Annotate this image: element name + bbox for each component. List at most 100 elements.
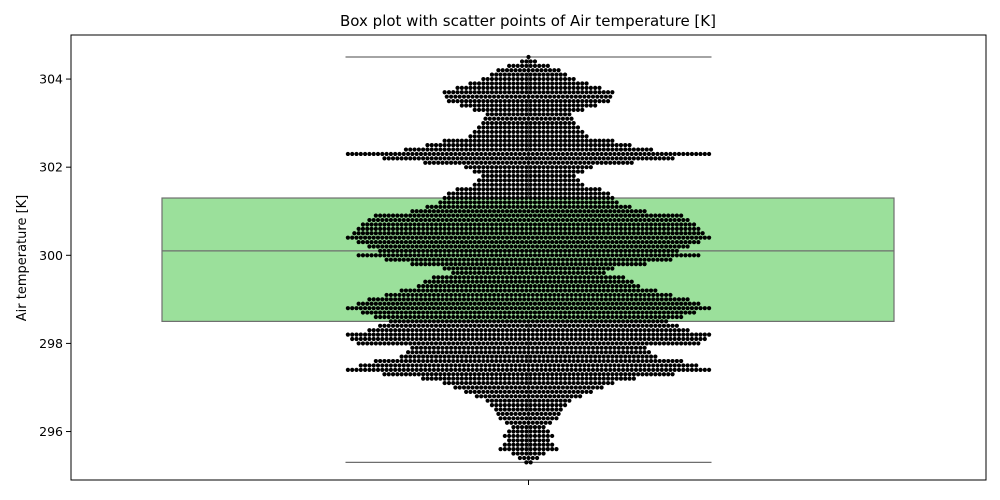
scatter-point [502, 121, 507, 126]
scatter-point [485, 85, 490, 90]
scatter-point [541, 248, 546, 253]
scatter-point [403, 226, 409, 231]
scatter-point [507, 90, 512, 95]
scatter-point [584, 204, 589, 209]
scatter-point [382, 310, 387, 315]
scatter-point [603, 336, 609, 342]
scatter-point [610, 143, 615, 148]
scatter-point [509, 350, 514, 355]
scatter-point [599, 385, 604, 390]
scatter-point [504, 411, 510, 417]
scatter-point [554, 129, 559, 135]
scatter-point [666, 156, 671, 161]
scatter-point [509, 262, 514, 267]
scatter-point [365, 301, 370, 306]
scatter-point [489, 156, 495, 161]
scatter-point [468, 191, 473, 196]
scatter-point [666, 213, 671, 218]
scatter-point [504, 235, 510, 240]
scatter-point [418, 297, 424, 302]
scatter-point [472, 195, 477, 201]
scatter-point [423, 350, 428, 355]
scatter-point [470, 244, 475, 249]
scatter-point [629, 244, 634, 249]
scatter-point [679, 358, 684, 364]
scatter-point [541, 314, 546, 320]
scatter-point [479, 209, 484, 214]
scatter-point [578, 332, 583, 337]
scatter-point [560, 244, 566, 249]
scatter-point [455, 204, 460, 209]
scatter-point [526, 292, 531, 298]
scatter-point [593, 200, 598, 205]
scatter-point [554, 98, 559, 104]
scatter-point [541, 416, 546, 421]
scatter-point [657, 341, 662, 346]
scatter-point [560, 306, 566, 311]
scatter-point [575, 90, 581, 95]
scatter-point [485, 270, 490, 276]
scatter-point [498, 165, 503, 170]
scatter-point [481, 341, 486, 346]
scatter-point [433, 213, 439, 218]
scatter-point [605, 191, 611, 196]
scatter-point [586, 363, 591, 368]
scatter-point [601, 380, 606, 386]
scatter-point [588, 288, 593, 293]
scatter-point [474, 279, 479, 284]
scatter-point [567, 156, 572, 161]
scatter-point [412, 248, 417, 253]
scatter-point [524, 191, 529, 196]
scatter-point [410, 235, 415, 240]
scatter-point [631, 354, 636, 359]
scatter-point [408, 288, 413, 293]
scatter-point [466, 385, 471, 390]
scatter-point [429, 213, 434, 218]
scatter-point [451, 301, 456, 306]
scatter-point [541, 451, 546, 456]
scatter-point [481, 204, 486, 209]
scatter-point [388, 235, 393, 240]
scatter-point [367, 363, 372, 368]
scatter-point [494, 165, 499, 170]
scatter-point [519, 222, 525, 227]
scatter-point [571, 200, 576, 205]
scatter-point [562, 231, 568, 236]
scatter-point [618, 143, 624, 148]
scatter-point [393, 306, 398, 311]
scatter-point [408, 231, 413, 236]
scatter-point [440, 363, 445, 368]
scatter-point [597, 288, 602, 293]
scatter-point [440, 235, 445, 240]
scatter-point [608, 292, 613, 298]
scatter-point [449, 217, 454, 223]
scatter-point [599, 151, 604, 157]
scatter-point [558, 213, 563, 218]
scatter-point [567, 85, 572, 90]
scatter-point [629, 297, 634, 302]
scatter-point [502, 147, 507, 152]
scatter-point [459, 341, 464, 346]
scatter-point [449, 279, 454, 284]
scatter-point [545, 143, 550, 148]
scatter-point [489, 341, 495, 346]
scatter-point [556, 345, 561, 350]
scatter-point [418, 235, 424, 240]
scatter-point [498, 125, 503, 130]
scatter-point [541, 169, 546, 174]
scatter-point [550, 90, 555, 95]
scatter-point [356, 231, 361, 236]
scatter-point [547, 411, 553, 417]
scatter-point [545, 239, 550, 245]
scatter-point [556, 363, 561, 368]
scatter-point [489, 90, 495, 95]
scatter-point [597, 358, 602, 364]
scatter-point [526, 160, 531, 165]
scatter-point [449, 151, 454, 157]
scatter-point [485, 90, 490, 95]
scatter-point [670, 226, 675, 231]
scatter-point [541, 323, 546, 328]
scatter-point [515, 380, 520, 386]
scatter-point [442, 156, 447, 161]
scatter-point [511, 187, 516, 192]
